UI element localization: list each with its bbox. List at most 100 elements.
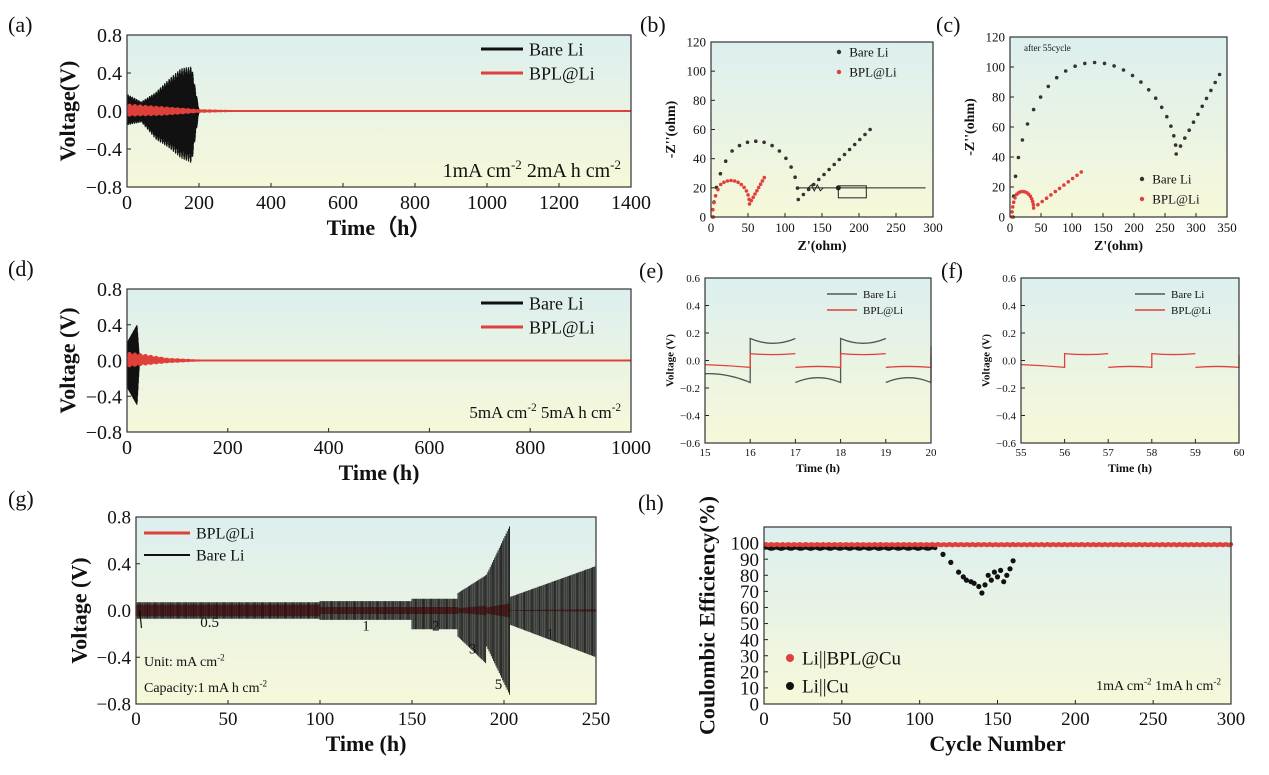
- annotation-part: 5mA cm: [469, 403, 527, 422]
- x-tick-label: 0: [122, 192, 132, 214]
- x-tick-label: 1400: [611, 192, 651, 214]
- x-tick-label: 200: [1124, 220, 1144, 235]
- x-tick-label: 100: [775, 220, 795, 235]
- x-tick-label: 50: [219, 709, 238, 730]
- y-tick-label: −0.4: [680, 410, 700, 422]
- x-tick-label: 350: [1217, 220, 1237, 235]
- y-tick-label: 0.4: [97, 63, 122, 85]
- bare-li-point: [1130, 73, 1135, 78]
- bare-li-point: [1204, 96, 1209, 101]
- x-tick-label: 600: [414, 437, 444, 459]
- bpl-li-point: [742, 185, 746, 190]
- bpl-li-point: [747, 202, 752, 206]
- x-tick-label: 200: [849, 220, 869, 235]
- y-tick-label: 0.6: [686, 273, 700, 285]
- bare-li-point: [1102, 61, 1107, 66]
- y-tick-label: 0: [750, 695, 760, 716]
- y-tick-label: −0.6: [996, 438, 1016, 450]
- bare-li-point: [1073, 64, 1077, 68]
- bpl-li-point: [1044, 196, 1049, 200]
- bpl-li-point: [1030, 199, 1035, 204]
- bare-li-point: [842, 152, 847, 157]
- chart-panel-e: 15 16 17 18 19 20 0.6 0.4 0.2 0.0 −0.2 −0.4 −0.6 Time…: [639, 258, 937, 475]
- superscript: -2: [612, 402, 621, 414]
- bare-li-point: [1046, 84, 1051, 89]
- legend-label: Li||Cu: [802, 677, 849, 698]
- chart-panel-f: 55 56 57 58 59 60 0.6 0.4 0.2 0.0 −0.2 −0.4 −0.6 Time…: [941, 258, 1245, 475]
- x-tick-label: 800: [515, 437, 545, 459]
- rate-label: 1: [546, 627, 554, 643]
- bare-li-point: [1146, 88, 1151, 92]
- x-tick-label: 1000: [467, 192, 507, 214]
- y-tick-label: 50: [740, 614, 759, 635]
- bpl-li-point: [1049, 193, 1053, 197]
- plot-frame: [710, 41, 934, 218]
- bpl-li-point: [755, 189, 759, 193]
- x-tick-label: 58: [1146, 447, 1158, 459]
- plot-background: [1021, 278, 1239, 443]
- chart-panel-b: 0 50 100 150 200 250 300 0 20 40 60 80 100 120 Z'(ohm)…: [640, 12, 943, 254]
- x-axis-title: Cycle Number: [929, 731, 1065, 756]
- annotation-part: Capacity:1 mA h cm: [144, 681, 260, 696]
- x-axis-title: Time (h): [326, 731, 407, 756]
- y-tick-label: 90: [740, 550, 759, 571]
- y-tick-label: 70: [740, 582, 759, 603]
- bpl-li-point: [746, 193, 750, 197]
- superscript: -2: [527, 402, 536, 414]
- bare-li-point: [737, 143, 742, 148]
- bare-li-point: [730, 149, 734, 153]
- x-tick-label: 250: [1139, 709, 1168, 730]
- bare-li-point: [754, 139, 758, 143]
- plot-frame: [126, 34, 632, 188]
- superscript: -2: [1213, 676, 1221, 686]
- plot-frame: [1020, 277, 1240, 444]
- panel-label: (g): [8, 486, 34, 511]
- y-tick-label: 0.8: [97, 279, 122, 301]
- legend-label: Bare Li: [1152, 172, 1192, 187]
- bare-li-point: [1178, 144, 1183, 148]
- bpl-li-point: [751, 195, 755, 200]
- bare-li-point: [1165, 114, 1169, 119]
- y-tick-label: 80: [693, 93, 706, 108]
- superscript: -2: [511, 157, 522, 172]
- x-tick-label: 400: [314, 437, 344, 459]
- bpl-li-point: [718, 182, 723, 187]
- legend-label: Bare Li: [1171, 289, 1204, 301]
- panel-label: (e): [639, 258, 663, 283]
- x-tick-label: 57: [1103, 447, 1115, 459]
- x-tick-label: 50: [832, 709, 851, 730]
- li-cu-point: [960, 574, 966, 580]
- x-tick-label: 150: [398, 709, 427, 730]
- panel-label: (a): [8, 12, 32, 37]
- y-tick-label: 10: [740, 679, 759, 700]
- x-tick-label: 0: [131, 709, 141, 730]
- x-tick-label: 19: [880, 447, 892, 459]
- bpl-li-point: [749, 198, 754, 203]
- li-cu-point: [971, 580, 977, 586]
- y-tick-label: −0.2: [680, 383, 700, 395]
- rate-label: 1: [362, 618, 370, 634]
- y-axis-title: Voltage (V): [66, 557, 91, 663]
- chart-panel-a: 0 200 400 600 800 1000 1200 1400 0.8 0.4 0.0 −0.4 −0…: [8, 12, 651, 240]
- x-tick-label: 150: [812, 220, 832, 235]
- legend-label: Bare Li: [849, 45, 889, 60]
- bpl-li-point: [716, 187, 720, 192]
- y-tick-label: 20: [693, 180, 706, 195]
- x-tick-label: 50: [1035, 220, 1048, 235]
- bpl-li-point: [1062, 183, 1066, 187]
- li-cu-point: [1010, 558, 1016, 564]
- bare-li-point: [1063, 69, 1068, 73]
- bare-li-point: [793, 175, 797, 179]
- legend-label: Bare Li: [863, 289, 896, 301]
- bare-li-point: [1139, 80, 1143, 84]
- legend-marker: [786, 682, 794, 690]
- bare-li-point: [832, 162, 836, 167]
- x-tick-label: 1200: [539, 192, 579, 214]
- bpl-li-point: [1066, 180, 1071, 184]
- bpl-li-point: [736, 180, 740, 185]
- x-tick-label: 600: [328, 192, 358, 214]
- bpl-li-point: [756, 185, 761, 190]
- bpl-li-point: [1011, 200, 1016, 204]
- bpl-li-point: [1079, 170, 1084, 174]
